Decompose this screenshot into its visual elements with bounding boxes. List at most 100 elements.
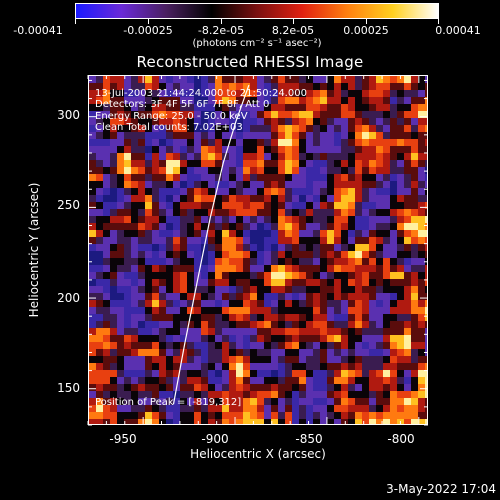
map-pixel [201,307,208,314]
map-pixel [187,181,194,188]
map-pixel [243,307,250,314]
map-pixel [89,279,96,286]
map-pixel [222,104,229,111]
map-pixel [411,230,418,237]
map-pixel [131,209,138,216]
map-pixel [334,293,341,300]
map-pixel [159,111,166,118]
map-pixel [159,349,166,356]
map-pixel [187,174,194,181]
map-pixel [397,349,404,356]
map-pixel [96,335,103,342]
map-pixel [397,181,404,188]
map-pixel [180,356,187,363]
map-pixel [383,146,390,153]
map-pixel [173,258,180,265]
map-pixel [369,230,376,237]
map-pixel [411,349,418,356]
map-pixel [124,244,131,251]
map-pixel [264,286,271,293]
map-pixel [124,321,131,328]
map-pixel [201,293,208,300]
map-pixel [285,202,292,209]
map-pixel [250,377,257,384]
map-pixel [222,370,229,377]
map-pixel [250,363,257,370]
map-pixel [362,349,369,356]
map-pixel [166,377,173,384]
map-pixel [278,349,285,356]
map-pixel [257,342,264,349]
map-pixel [243,335,250,342]
map-pixel [187,167,194,174]
map-pixel [397,223,404,230]
map-pixel [110,76,117,83]
map-pixel [355,216,362,223]
map-pixel [250,230,257,237]
map-pixel [145,342,152,349]
map-pixel [194,188,201,195]
map-pixel [313,237,320,244]
map-pixel [278,321,285,328]
map-pixel [152,349,159,356]
map-pixel [404,349,411,356]
map-pixel [418,132,425,139]
map-pixel [285,363,292,370]
map-pixel [103,90,110,97]
map-pixel [341,223,348,230]
map-pixel [166,356,173,363]
map-pixel [243,244,250,251]
map-pixel [285,188,292,195]
map-pixel [278,384,285,391]
map-pixel [425,181,427,188]
map-pixel [285,342,292,349]
map-pixel [404,146,411,153]
map-pixel [222,97,229,104]
map-pixel [355,167,362,174]
map-pixel [124,384,131,391]
map-pixel [327,286,334,293]
map-pixel [390,272,397,279]
map-pixel [369,321,376,328]
map-pixel [285,307,292,314]
map-pixel [285,398,292,405]
map-pixel [166,139,173,146]
map-pixel [173,293,180,300]
map-pixel [201,97,208,104]
map-pixel [194,391,201,398]
map-pixel [404,265,411,272]
map-pixel [376,251,383,258]
map-pixel [348,139,355,146]
map-pixel [96,272,103,279]
map-pixel [145,293,152,300]
map-pixel [257,167,264,174]
map-pixel [257,174,264,181]
map-pixel [411,363,418,370]
map-pixel [390,251,397,258]
map-pixel [313,181,320,188]
map-pixel [194,272,201,279]
map-pixel [180,293,187,300]
map-pixel [138,356,145,363]
x-tick-label: -950 [109,432,137,446]
map-pixel [313,104,320,111]
map-pixel [348,195,355,202]
map-pixel [299,258,306,265]
map-pixel [320,293,327,300]
map-pixel [257,209,264,216]
map-pixel [390,118,397,125]
map-pixel [369,335,376,342]
map-pixel [215,223,222,230]
map-pixel [418,223,425,230]
map-pixel [180,279,187,286]
map-pixel [138,307,145,314]
map-pixel [411,90,418,97]
map-pixel [411,265,418,272]
map-pixel [243,230,250,237]
map-pixel [257,314,264,321]
map-pixel [306,174,313,181]
map-pixel [96,132,103,139]
map-pixel [89,349,96,356]
map-pixel [292,265,299,272]
map-pixel [271,321,278,328]
